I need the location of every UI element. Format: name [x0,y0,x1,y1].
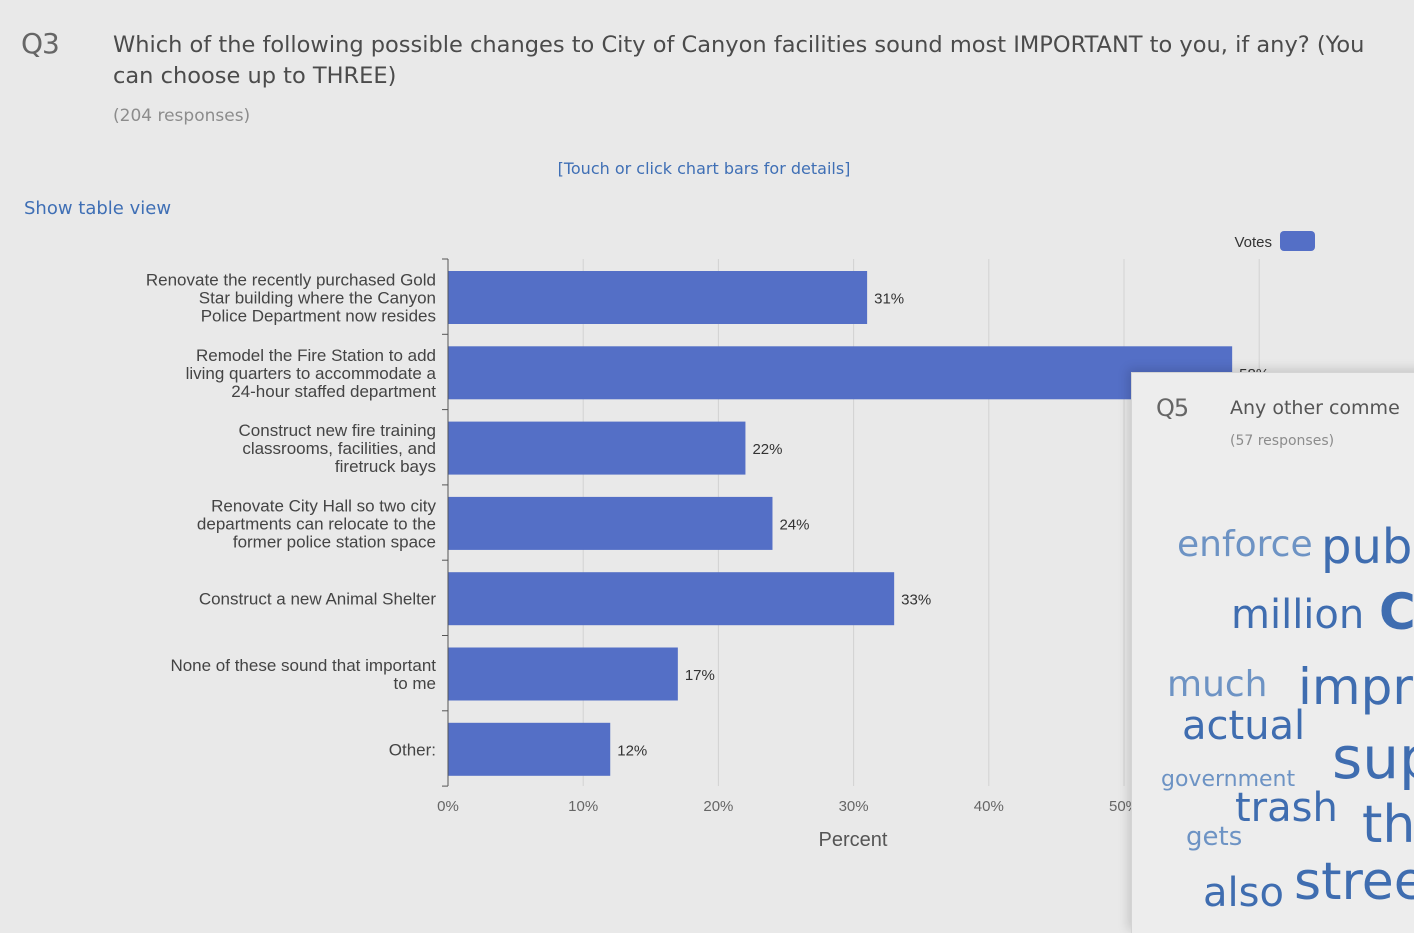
word-cloud-word[interactable]: sup [1332,724,1414,792]
bar[interactable] [448,496,773,550]
legend-label: Votes [1234,234,1272,251]
word-cloud-word[interactable]: government [1161,767,1296,792]
bar-value-label: 24% [779,516,809,533]
word-cloud-word[interactable]: million [1231,592,1365,638]
bar[interactable] [448,722,611,776]
category-label: Police Department now resides [201,307,436,326]
question-number: Q3 [21,27,60,60]
bar[interactable] [448,421,746,475]
x-tick-label: 30% [839,798,869,815]
category-label: to me [393,674,436,693]
category-label: former police station space [233,532,436,551]
word-cloud-word[interactable]: gets [1186,822,1243,852]
word-cloud-word[interactable]: stree [1294,852,1414,912]
category-label: 24-hour staffed department [231,382,436,401]
legend-swatch [1280,231,1315,251]
category-label: Remodel the Fire Station to add [196,346,436,365]
category-label: living quarters to accommodate a [186,364,437,383]
word-cloud-word[interactable]: much [1167,664,1268,705]
x-tick-label: 10% [568,798,598,815]
category-label: None of these sound that important [170,656,436,675]
bar-value-label: 33% [901,592,931,609]
category-label: Construct a new Animal Shelter [199,590,437,609]
category-label: firetruck bays [335,457,436,476]
word-cloud-word[interactable]: enforce [1177,524,1313,565]
category-label: Star building where the Canyon [199,289,436,308]
word-cloud-word[interactable]: actual [1182,703,1306,749]
word-cloud-word[interactable]: also [1203,870,1284,916]
x-tick-label: 20% [703,798,733,815]
word-cloud-word[interactable]: trash [1235,785,1338,831]
question-text: Which of the following possible changes … [113,32,1365,89]
category-label: departments can relocate to the [197,514,436,533]
bar-value-label: 17% [685,667,715,684]
bar[interactable] [448,346,1233,400]
response-count: (204 responses) [113,106,251,126]
q5-number: Q5 [1156,394,1189,422]
show-table-view-link[interactable]: Show table view [24,198,172,219]
x-tick-label: 0% [437,798,459,815]
chart-details-hint[interactable]: [Touch or click chart bars for details] [557,159,851,178]
x-tick-label: 40% [974,798,1004,815]
word-cloud-word[interactable]: th [1362,795,1414,855]
category-label: classrooms, facilities, and [242,439,436,458]
bar[interactable] [448,271,868,324]
category-label: Other: [389,740,436,759]
word-cloud-word[interactable]: publ [1321,519,1414,575]
word-cloud-word[interactable]: C [1379,583,1414,641]
category-label: Renovate the recently purchased Gold [146,271,436,290]
word-cloud-word[interactable]: impro [1298,658,1414,716]
q5-response-count: (57 responses) [1230,433,1335,449]
x-axis-title: Percent [819,829,888,851]
category-label: Renovate City Hall so two city [211,496,436,515]
category-label: Construct new fire training [239,421,436,440]
bar[interactable] [448,572,895,626]
bar-value-label: 22% [752,441,782,458]
bar-value-label: 31% [874,291,904,308]
q5-title: Any other comme [1230,397,1400,419]
bar[interactable] [448,647,678,701]
q5-overlay-panel[interactable]: Q5 Any other comme (57 responses) enforc… [1131,372,1414,933]
bar-value-label: 12% [617,742,647,759]
